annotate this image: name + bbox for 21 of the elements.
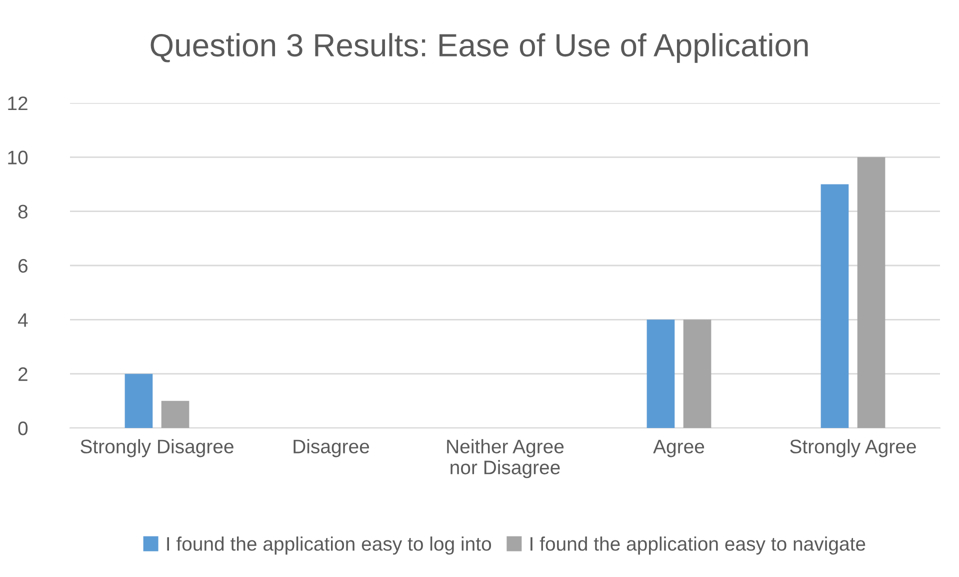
bar (683, 320, 712, 428)
y-tick-label: 10 (8, 150, 28, 164)
chart-title: Question 3 Results: Ease of Use of Application (150, 33, 808, 63)
y-tick-label: 0 (18, 421, 28, 436)
y-tick-label: 4 (18, 313, 28, 327)
x-tick-label: Agree (653, 440, 704, 458)
legend-label: I found the application easy to log into (167, 536, 492, 555)
bar (857, 157, 886, 428)
y-tick-label: 12 (8, 96, 28, 110)
x-tick-label: Neither Agree nor Disagree (447, 439, 564, 478)
x-tick-label: Strongly Disagree (80, 439, 234, 458)
bar (124, 374, 153, 428)
y-tick-label: 8 (18, 204, 28, 219)
y-tick-label: 6 (18, 258, 28, 273)
bar (820, 184, 849, 428)
x-tick-label: Strongly Agree (790, 439, 916, 458)
bar (646, 320, 675, 428)
x-tick-label: Disagree (294, 439, 370, 458)
bar (161, 400, 190, 428)
legend-label: I found the application easy to navigate (530, 536, 866, 555)
y-tick-label: 2 (18, 367, 28, 381)
